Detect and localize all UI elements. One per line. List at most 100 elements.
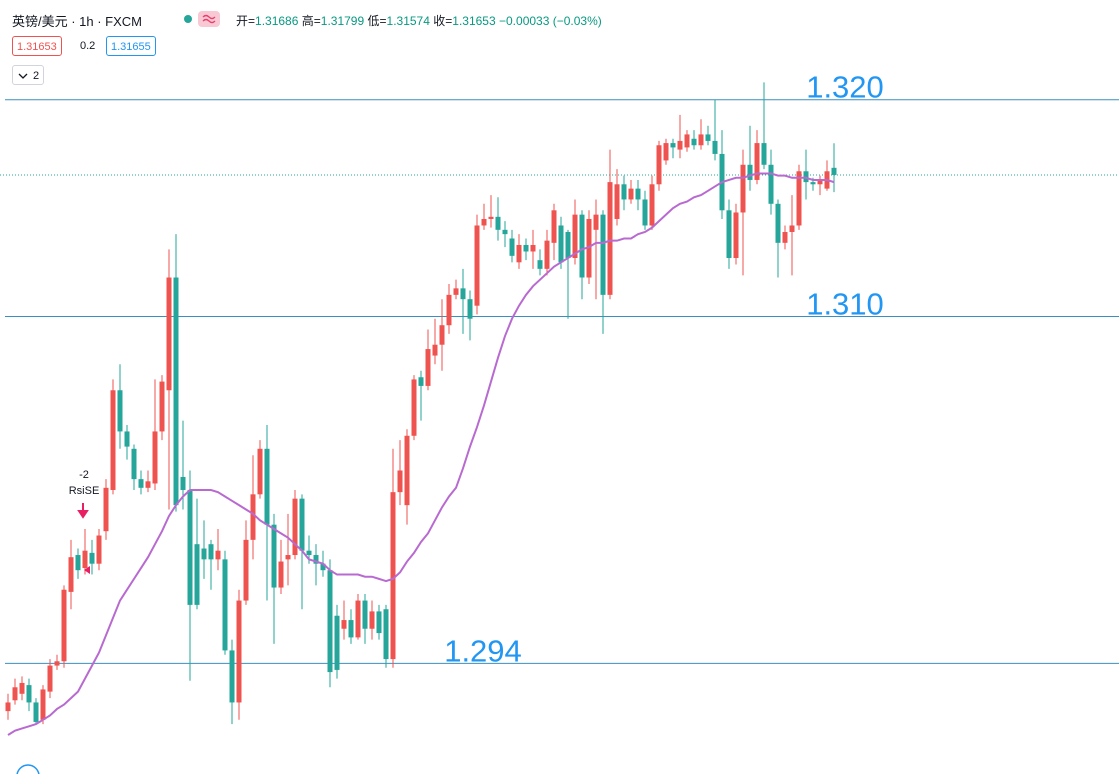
candle-body [82, 550, 88, 569]
candle-body [698, 134, 704, 146]
signal-name: RsiSE [69, 485, 100, 497]
candle-body [530, 244, 536, 252]
candle-body [390, 492, 396, 660]
candle-body [782, 231, 788, 243]
candle-body [285, 555, 291, 560]
candle-body [208, 544, 214, 560]
candle-body [817, 179, 823, 185]
candle-body [236, 600, 242, 703]
candle-body [558, 225, 564, 263]
candle-body [775, 203, 781, 243]
candle-body [54, 661, 60, 666]
candle-body [222, 559, 228, 651]
change: −0.00033 (−0.03%) [499, 14, 602, 28]
candle-body [761, 143, 767, 165]
candle-body [397, 470, 403, 493]
candle-body [740, 164, 746, 213]
candle-body [75, 555, 81, 571]
candle-body [383, 609, 389, 660]
candle-body [474, 225, 480, 306]
candle-body [376, 611, 382, 634]
candle-body [467, 299, 473, 319]
candle-body [789, 225, 795, 232]
status-icons [184, 11, 220, 27]
candle-body [12, 687, 18, 701]
candle-body [404, 435, 410, 506]
candle-body [264, 448, 270, 525]
candle-body [89, 552, 95, 564]
candle-body [180, 476, 186, 490]
candle-body [327, 570, 333, 673]
candle-body [110, 390, 116, 490]
candle-body [362, 600, 368, 629]
indicator-toggle[interactable]: 2 [12, 65, 44, 85]
candle-body [313, 555, 319, 564]
candle-body [565, 231, 571, 258]
candle-body [516, 244, 522, 263]
candle-body [488, 216, 494, 219]
candle-body [425, 349, 431, 386]
ohlc-value: 1.31686 [255, 14, 299, 28]
symbol: 英镑/美元 · 1h · FXCM [12, 14, 143, 29]
buy-price[interactable]: 1.31655 [106, 36, 156, 56]
candle-body [187, 489, 193, 605]
candle-body [117, 390, 123, 432]
candle-body [649, 184, 655, 226]
level-label: 1.294 [444, 633, 522, 668]
ohlc-value: 1.31799 [320, 14, 365, 28]
candle-body [47, 665, 53, 692]
candle-body [138, 479, 144, 488]
candle-body [103, 487, 109, 532]
candle-body [299, 498, 305, 551]
candle-body [320, 563, 326, 571]
candle-body [572, 214, 578, 258]
signal-marker [84, 566, 90, 574]
candle-body [68, 557, 74, 592]
candle-body [229, 650, 235, 703]
candle-body [796, 171, 802, 226]
candle-body [306, 550, 312, 556]
spread: 0.2 [80, 40, 96, 52]
corner-button[interactable] [16, 764, 40, 774]
candle-body [194, 544, 200, 605]
candle-body [453, 288, 459, 295]
candle-body [152, 431, 158, 484]
candle-body [747, 164, 753, 180]
candle-body [446, 294, 452, 326]
candle-body [712, 140, 718, 154]
candle-body [621, 184, 627, 200]
candle-body [691, 138, 697, 146]
candle-body [810, 182, 816, 185]
candle-body [26, 685, 32, 703]
candle-body [124, 431, 130, 447]
candle-body [803, 171, 809, 183]
candle-body [439, 325, 445, 345]
candle-body [173, 277, 179, 506]
candle-body [131, 448, 137, 480]
sell-price[interactable]: 1.31653 [12, 36, 62, 56]
candle-body [670, 143, 676, 148]
candle-body [600, 214, 606, 295]
candle-body [537, 260, 543, 269]
level-label: 1.320 [806, 70, 884, 105]
candle-body [5, 702, 11, 712]
candle-body [334, 615, 340, 670]
signal-arrow [77, 503, 89, 519]
candle-body [201, 548, 207, 560]
candle-body [257, 448, 263, 495]
candle-body [677, 140, 683, 150]
ohlc-label: 收= [433, 14, 453, 28]
candle-body [628, 188, 634, 200]
signal-label: -2 [79, 469, 89, 481]
candle-body [40, 689, 46, 720]
candle-body [292, 498, 298, 556]
chevron [18, 73, 28, 79]
candle-body [502, 229, 508, 235]
candle-body [355, 600, 361, 638]
candle-body [369, 611, 375, 629]
candle-body [733, 212, 739, 258]
candle-body [726, 210, 732, 258]
candle-body [607, 182, 613, 295]
